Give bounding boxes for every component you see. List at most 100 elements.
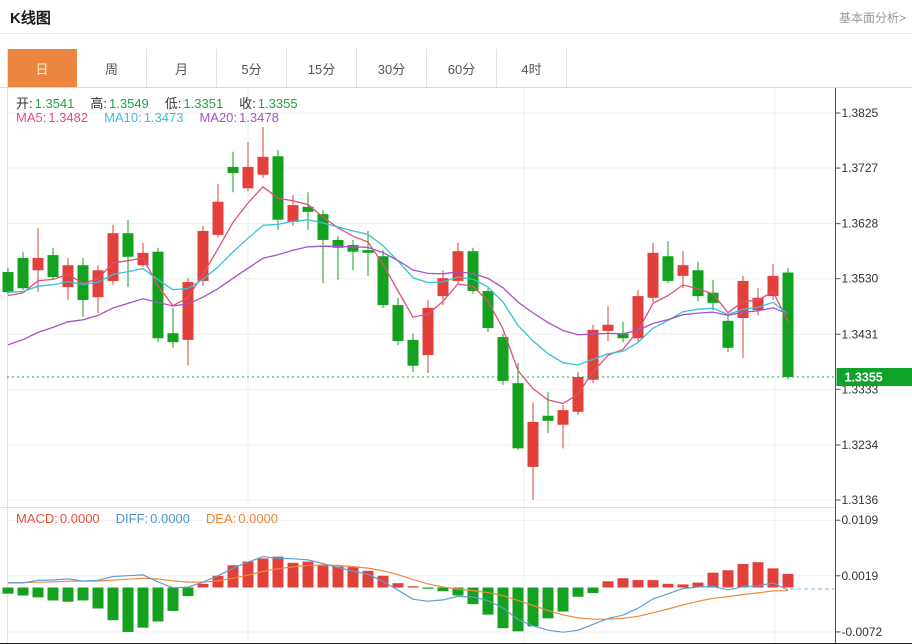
candle-body [737,280,749,319]
candle-body [407,339,419,366]
macd-bar [602,581,614,588]
macd-bar [32,587,44,598]
candle-body [287,205,299,222]
price-tick-label: 1.3727 [842,161,879,175]
candle-body [722,320,734,348]
candle-body [782,272,794,377]
legend-item: MA5: 1.3482 [16,110,89,125]
candle-body [47,255,59,278]
candle-body [152,251,164,339]
candle-body [167,333,179,343]
macd-bar [662,583,674,588]
macd-bar [2,587,14,594]
candle-body [257,156,269,175]
macd-bar [107,587,119,621]
macd-bar [617,578,629,588]
candle-body [527,421,539,467]
diff-line [8,556,789,633]
candle-body [122,233,134,257]
candle-body [92,270,104,298]
macd-bar [542,587,554,619]
price-tick-label: 1.3136 [842,493,879,507]
tab-timeframe-3[interactable]: 5分 [217,49,287,87]
macd-bar [182,587,194,597]
macd-bar [737,564,749,588]
macd-bar [122,587,134,632]
macd-bar [512,587,524,632]
macd-bar [137,587,149,628]
candle-body [32,257,44,271]
macd-bar [692,582,704,588]
candle-body [77,265,89,301]
macd-bar [302,561,314,588]
tab-timeframe-4[interactable]: 15分 [287,49,357,87]
macd-bar [77,587,89,601]
candle-body [332,239,344,248]
macd-bar [287,562,299,588]
macd-bar [17,587,29,596]
ohlc-legend: 开: 1.3541 高: 1.3549 低: 1.3351 收: 1.3355 [16,93,314,112]
candle-body [482,291,494,329]
macd-bar [782,573,794,588]
candle-body [632,296,644,339]
macd-bar [572,587,584,597]
macd-bar [227,565,239,588]
macd-bar [167,587,179,611]
candle-body [392,305,404,342]
macd-bar [677,584,689,588]
current-price-tag-label: 1.3355 [845,370,883,384]
candle-body [17,257,29,289]
tab-timeframe-0[interactable]: 日 [7,49,77,87]
fundamental-analysis-link[interactable]: 基本面分析> [838,11,906,25]
legend-item: 收: 1.3355 [239,96,298,111]
macd-tick-label: 0.0019 [842,569,879,583]
candle-body [422,307,434,356]
price-tick-label: 1.3431 [842,327,879,341]
macd-bar [452,587,464,596]
candle-body [272,156,284,220]
candle-body [62,265,74,288]
macd-bar [332,566,344,588]
candle-body [197,230,209,281]
macd-bar [437,587,449,592]
macd-bar [317,565,329,588]
tab-timeframe-2[interactable]: 月 [147,49,217,87]
macd-bar [47,587,59,601]
legend-item: MA20: 1.3478 [199,110,279,125]
candle-body [707,292,719,303]
macd-bar [707,572,719,588]
tab-timeframe-6[interactable]: 60分 [427,49,497,87]
legend-item: 高: 1.3549 [90,96,149,111]
macd-bar [722,570,734,588]
candle-body [227,166,239,174]
tab-timeframe-7[interactable]: 4时 [497,49,567,87]
legend-item: DIFF: 0.0000 [115,511,190,526]
candle-body [752,297,764,311]
macd-legend: MACD: 0.0000 DIFF: 0.0000 DEA: 0.0000 [16,511,294,526]
candle-body [542,415,554,421]
macd-bar [632,580,644,588]
macd-bar [392,583,404,588]
candle-body [2,271,14,293]
candle-body [767,275,779,297]
legend-item: 低: 1.3351 [164,96,224,111]
candle-body [647,252,659,298]
candle-body [212,201,224,235]
tab-timeframe-1[interactable]: 周 [77,49,147,87]
macd-bar [257,558,269,588]
candle-body [662,256,674,281]
macd-bar [557,587,569,612]
macd-bar [272,556,284,588]
dea-line [7,564,789,620]
tab-timeframe-5[interactable]: 30分 [357,49,427,87]
candle-body [557,410,569,425]
macd-tick-label: 0.0109 [842,513,879,527]
candle-body [242,166,254,189]
price-tick-label: 1.3628 [842,217,879,231]
macd-bar [467,587,479,605]
candle-body [617,333,629,339]
macd-bar [422,587,434,589]
macd-bar [362,570,374,588]
tabbar-underline [0,87,912,88]
